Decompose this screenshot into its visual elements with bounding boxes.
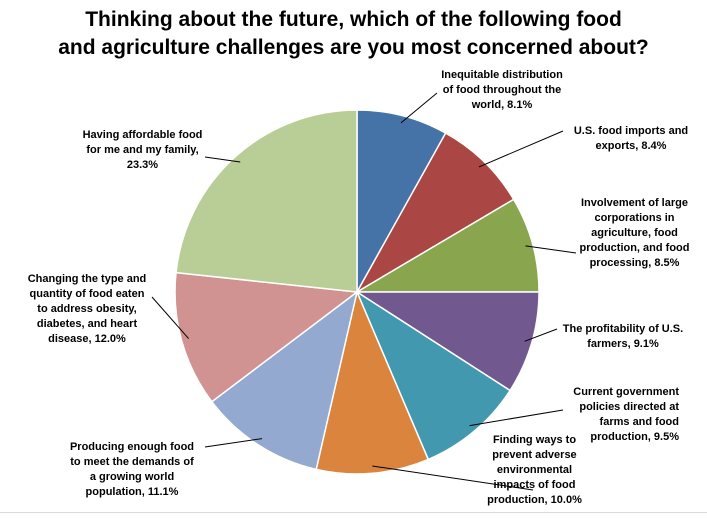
slice-label-environmental-impacts: Finding ways to prevent adverse environm…	[487, 434, 582, 506]
leader-line-5	[372, 465, 534, 491]
pie-slice-6	[210, 290, 359, 471]
pie-slices	[174, 109, 540, 475]
bottom-border	[0, 512, 707, 513]
leader-line-0	[400, 92, 438, 124]
pie-slice-3	[354, 291, 540, 392]
pie-slice-4	[355, 290, 512, 461]
slice-label-large-corporations: Involvement of large corporations in agr…	[579, 197, 690, 269]
pie-slice-8	[175, 109, 358, 293]
pie-slice-0	[356, 109, 447, 295]
leader-line-4	[469, 409, 564, 427]
chart-title-line-1: Thinking about the future, which of the …	[85, 8, 622, 31]
pie-slice-2	[354, 198, 540, 293]
pie-slice-5	[315, 289, 430, 475]
leader-lines	[151, 92, 577, 491]
chart-title: Thinking about the future, which of the …	[0, 6, 707, 62]
slice-label-changing-diet: Changing the type and quantity of food e…	[27, 273, 147, 345]
leader-line-6	[204, 438, 263, 448]
leader-line-1	[478, 130, 564, 168]
slice-label-producing-enough-food: Producing enough food to meet the demand…	[69, 441, 195, 498]
slice-label-inequitable-distribution: Inequitable distribution of food through…	[441, 69, 563, 111]
pie-slice-1	[354, 132, 515, 295]
pie-slice-7	[174, 271, 359, 403]
leader-line-2	[525, 245, 577, 254]
leader-line-3	[524, 328, 558, 342]
slice-label-us-imports-exports: U.S. food imports and exports, 8.4%	[573, 125, 689, 152]
slice-label-farmer-profitability: The profitability of U.S. farmers, 9.1%	[562, 323, 684, 350]
chart-title-line-2: and agriculture challenges are you most …	[58, 36, 649, 59]
leader-line-7	[151, 296, 189, 339]
slice-label-affordable-food: Having affordable food for me and my fam…	[82, 129, 203, 171]
leader-line-8	[204, 156, 241, 163]
slice-label-government-policies: Current government policies directed at …	[573, 386, 679, 443]
